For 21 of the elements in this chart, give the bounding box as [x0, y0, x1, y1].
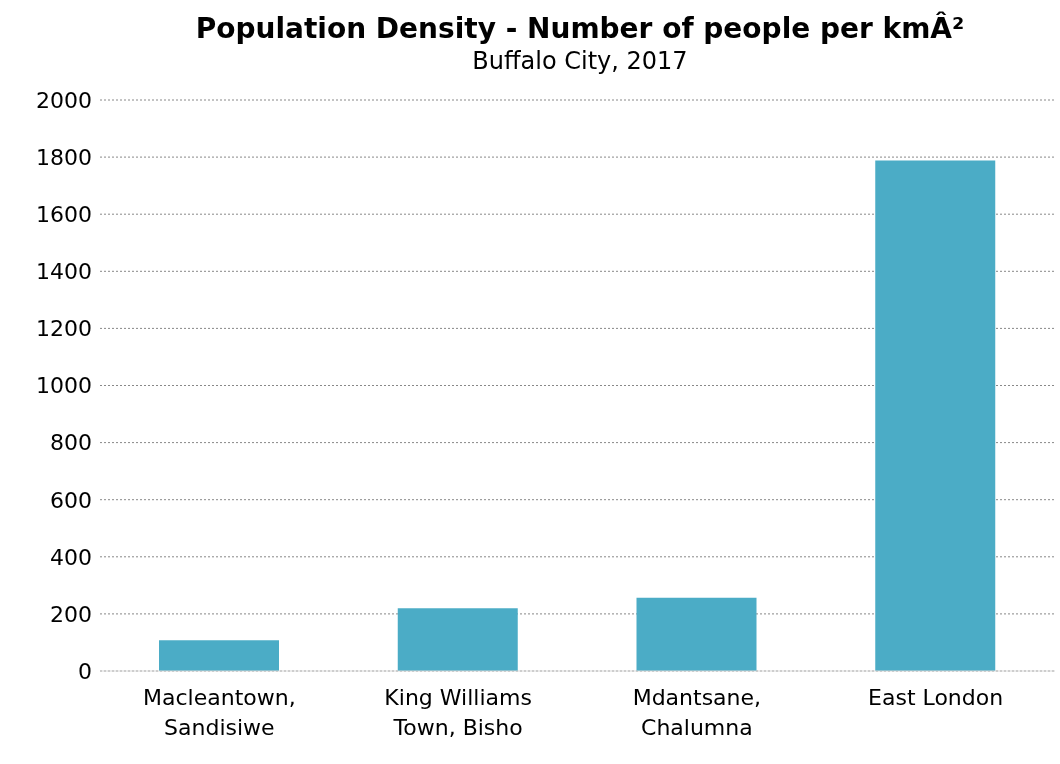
y-tick-label: 600: [50, 487, 92, 513]
y-tick-label: 400: [50, 544, 92, 570]
x-tick-label: Mdantsane, Chalumna: [632, 685, 762, 740]
x-tick-label: Macleantown, Sandisiwe: [143, 685, 296, 740]
x-tick-label: East London: [868, 685, 1004, 710]
y-tick-label: 2000: [36, 87, 92, 113]
chart-title: Population Density - Number of people per kmÂ²: [194, 12, 966, 46]
y-tick-label: 0: [78, 658, 92, 684]
bar: [397, 608, 518, 671]
bar: [875, 160, 996, 671]
y-tick-label: 1000: [36, 373, 92, 399]
bar: [159, 640, 279, 671]
y-tick-label: 1200: [36, 316, 92, 342]
bar: [636, 597, 757, 671]
y-tick-label: 800: [50, 430, 92, 456]
x-tick-label: King Williams Town, Bisho: [384, 685, 532, 740]
chart-subtitle: Buffalo City, 2017: [471, 46, 689, 76]
y-tick-label: 1600: [36, 202, 92, 228]
y-tick-label: 200: [50, 601, 92, 627]
y-tick-label: 1400: [36, 259, 92, 285]
y-tick-label: 1800: [36, 144, 92, 170]
